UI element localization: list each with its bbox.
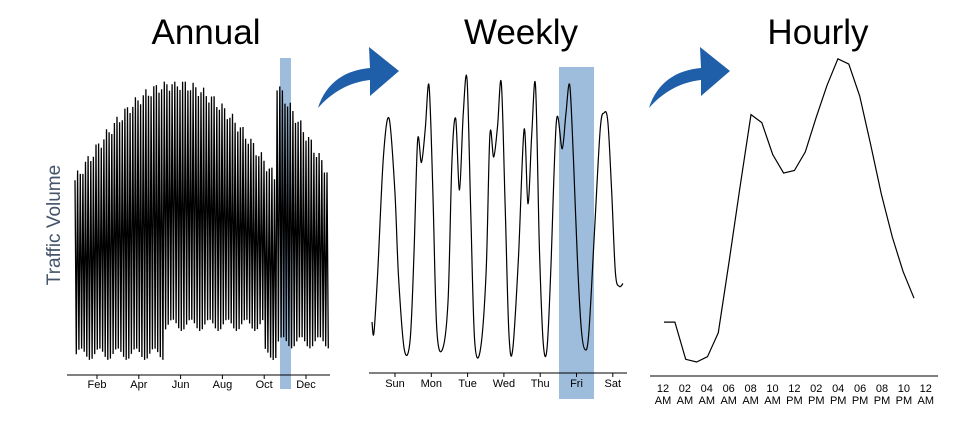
hourly-x-tick-period: PM	[808, 395, 825, 407]
hourly-title: Hourly	[767, 13, 869, 52]
hourly-x-tick-hour: 06	[723, 383, 735, 395]
annual-series-line	[74, 81, 329, 361]
hourly-x-tick-period: AM	[742, 395, 759, 407]
hourly-x-tick-period: AM	[918, 395, 935, 407]
weekly-x-tick-label: Fri	[570, 378, 583, 390]
hourly-x-tick-period: PM	[852, 395, 869, 407]
hourly-x-tick-period: PM	[786, 395, 803, 407]
hourly-x-tick-hour: 06	[854, 383, 866, 395]
weekly-x-tick-label: Thu	[531, 378, 550, 390]
hourly-x-tick-hour: 08	[744, 383, 756, 395]
hourly-x-tick-hour: 04	[701, 383, 713, 395]
annual-x-tick-label: Feb	[88, 379, 107, 391]
arrow-weekly-to-hourly-icon	[649, 47, 730, 108]
annual-x-tick-label: Aug	[213, 379, 233, 391]
hourly-x-tick-hour: 12	[788, 383, 800, 395]
annual-x-tick-label: Dec	[296, 379, 316, 391]
hourly-x-tick-hour: 10	[898, 383, 910, 395]
hourly-x-tick-period: AM	[677, 395, 694, 407]
weekly-x-tick-label: Mon	[421, 378, 442, 390]
hourly-x-tick-period: AM	[720, 395, 737, 407]
hourly-x-tick-hour: 12	[920, 383, 932, 395]
hourly-x-tick-period: PM	[830, 395, 847, 407]
weekly-series-line	[371, 74, 624, 359]
hourly-x-tick-hour: 04	[832, 383, 844, 395]
hourly-x-tick-hour: 10	[766, 383, 778, 395]
arrow-annual-to-weekly-icon	[318, 47, 399, 108]
hourly-x-tick-hour: 02	[679, 383, 691, 395]
hourly-x-tick-hour: 02	[810, 383, 822, 395]
annual-x-tick-label: Apr	[130, 379, 147, 391]
hourly-x-tick-period: PM	[874, 395, 891, 407]
y-axis-label: Traffic Volume	[44, 165, 65, 285]
hourly-x-tick-period: AM	[655, 395, 672, 407]
hourly-x-tick-period: PM	[896, 395, 913, 407]
weekly-x-tick-label: Sun	[385, 378, 405, 390]
annual-x-tick-label: Oct	[256, 379, 273, 391]
weekly-x-tick-label: Sat	[605, 378, 622, 390]
weekly-x-tick-label: Wed	[493, 378, 515, 390]
annual-x-tick-label: Jun	[172, 379, 190, 391]
hourly-x-tick-period: AM	[699, 395, 716, 407]
annual-title: Annual	[152, 13, 261, 52]
weekly-title: Weekly	[464, 13, 579, 52]
hourly-x-tick-hour: 12	[657, 383, 669, 395]
weekly-x-tick-label: Tue	[458, 378, 477, 390]
hourly-series-line	[664, 57, 915, 363]
hourly-x-tick-period: AM	[764, 395, 781, 407]
hourly-x-tick-hour: 08	[876, 383, 888, 395]
